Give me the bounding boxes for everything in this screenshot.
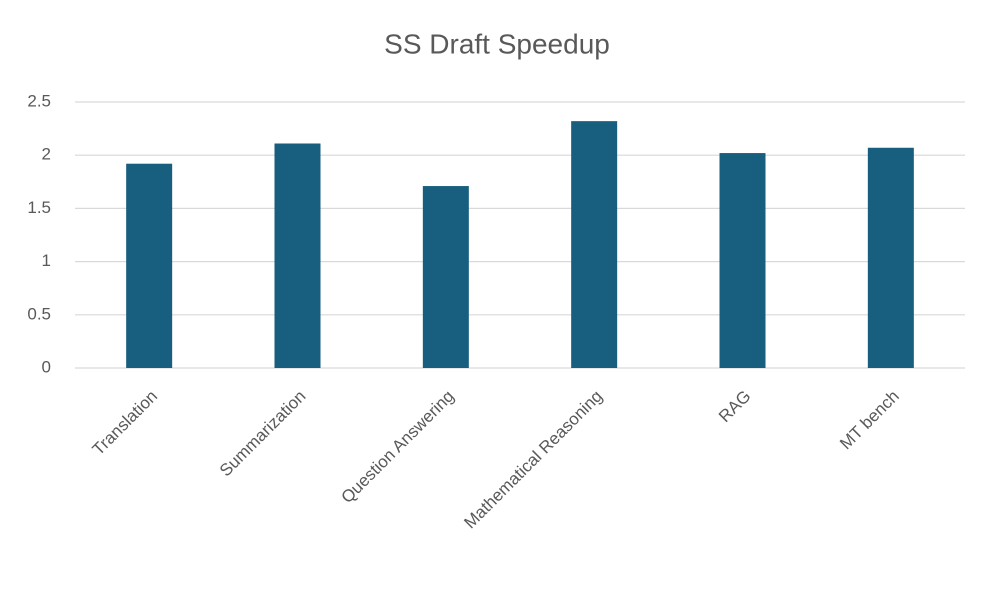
bar — [719, 153, 766, 368]
y-tick-label: 2 — [42, 145, 51, 164]
y-tick-label: 2.5 — [27, 91, 51, 110]
bar — [126, 163, 173, 368]
bar — [274, 143, 321, 368]
x-tick-label: Translation — [89, 387, 161, 459]
bar — [571, 121, 618, 368]
x-tick-label: Mathematical Reasoning — [460, 387, 606, 533]
y-tick-label: 0 — [42, 357, 51, 376]
chart-title: SS Draft Speedup — [384, 28, 610, 59]
bar — [867, 147, 914, 368]
x-tick-label: RAG — [715, 387, 754, 426]
x-tick-label: MT bench — [836, 387, 903, 454]
y-tick-label: 1.5 — [27, 198, 51, 217]
bar — [422, 186, 469, 368]
y-tick-label: 1 — [42, 251, 51, 270]
y-tick-label: 0.5 — [27, 304, 51, 323]
x-tick-label: Question Answering — [337, 387, 457, 507]
x-tick-label: Summarization — [216, 387, 310, 481]
